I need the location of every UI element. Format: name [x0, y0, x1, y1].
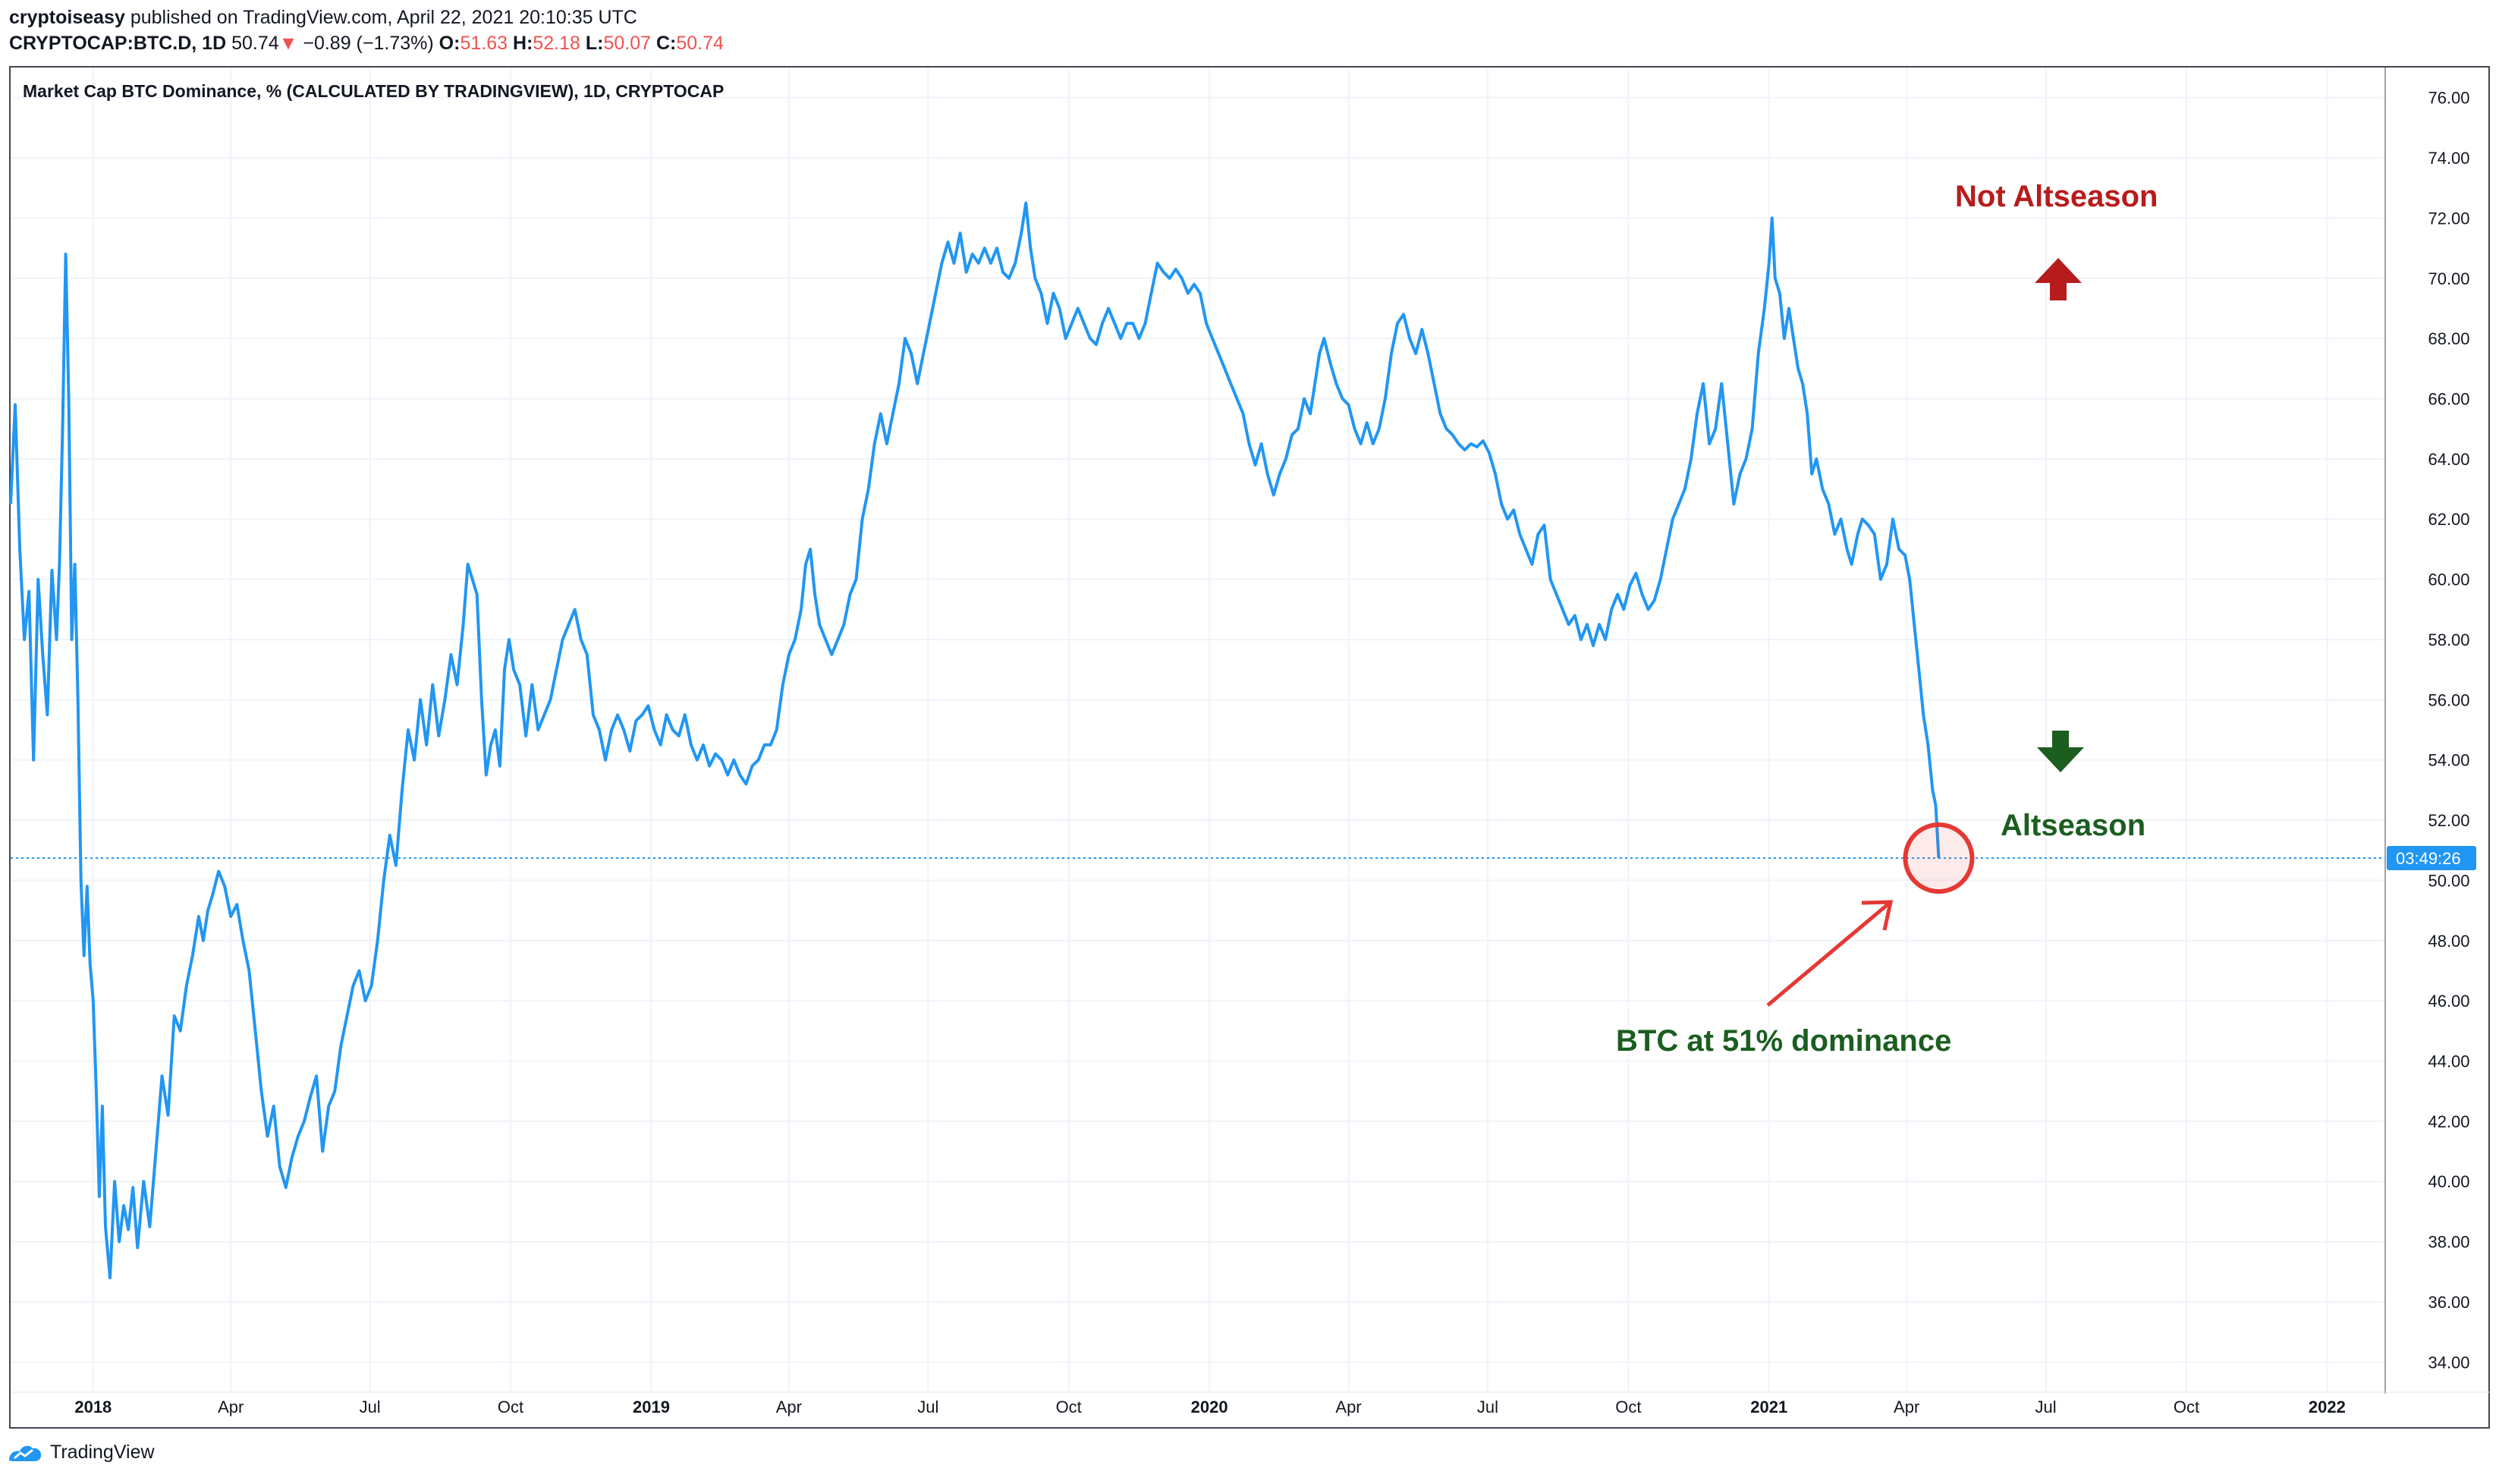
tradingview-brand-text: TradingView: [50, 1442, 155, 1463]
open-label: O:: [439, 33, 461, 54]
chart-frame: [9, 66, 2490, 1429]
x-tick-label: 2019: [633, 1398, 670, 1416]
symbol-line: CRYPTOCAP:BTC.D, 1D 50.74▼ −0.89 (−1.73%…: [9, 30, 724, 56]
footer-brand[interactable]: TradingView: [8, 1442, 155, 1464]
y-tick-label: 60.00: [2428, 571, 2469, 590]
pointer-arrow-icon: [1766, 900, 1894, 1007]
y-tick-label: 62.00: [2428, 510, 2469, 529]
not-altseason-label: Not Altseason: [1955, 180, 2158, 213]
y-tick-label: 58.00: [2428, 630, 2469, 649]
x-tick-label: Jul: [360, 1398, 381, 1416]
change-arrow-icon: ▼: [278, 33, 298, 54]
y-tick-label: 54.00: [2428, 751, 2469, 770]
symbol-name: CRYPTOCAP:BTC.D, 1D: [9, 33, 227, 54]
down-arrow-icon: [2037, 731, 2084, 772]
grid-lines: [11, 68, 2385, 1392]
y-tick-label: 46.00: [2428, 992, 2469, 1011]
x-tick-label: Apr: [1335, 1398, 1361, 1416]
highlight-circle: [1903, 822, 1975, 894]
y-tick-label: 44.00: [2428, 1052, 2469, 1071]
x-tick-label: 2018: [74, 1398, 112, 1416]
y-tick-label: 66.00: [2428, 390, 2469, 409]
y-tick-label: 72.00: [2428, 209, 2469, 228]
x-tick-label: Jul: [1477, 1398, 1498, 1416]
open-value: 51.63: [460, 33, 508, 54]
y-tick-label: 50.00: [2428, 871, 2469, 890]
close-value: 50.74: [676, 33, 724, 54]
x-tick-label: Oct: [1056, 1398, 1082, 1416]
x-tick-label: 2020: [1191, 1398, 1228, 1416]
y-tick-label: 76.00: [2428, 89, 2469, 108]
altseason-label: Altseason: [2001, 809, 2145, 842]
current-price-tag: 03:49:26: [2387, 846, 2476, 871]
price-tag-background: [2387, 846, 2476, 871]
last-price: 50.74: [231, 33, 279, 54]
x-tick-label: Jul: [917, 1398, 938, 1416]
price-change: −0.89 (−1.73%): [303, 33, 434, 54]
btc-dominance-label: BTC at 51% dominance: [1616, 1024, 1951, 1058]
y-tick-label: 52.00: [2428, 811, 2469, 830]
x-tick-label: Oct: [498, 1398, 523, 1416]
y-axis: 76.00 74.00 72.00 70.00 68.00 66.00 64.00 62.00…: [2384, 66, 2470, 1394]
price-tag-label: 03:49:26: [2396, 849, 2461, 868]
y-tick-label: 40.00: [2428, 1172, 2469, 1191]
y-tick-label: 68.00: [2428, 329, 2469, 348]
low-value: 50.07: [603, 33, 652, 54]
chart-header: cryptoiseasy published on TradingView.co…: [9, 5, 724, 56]
y-tick-label: 48.00: [2428, 932, 2469, 951]
published-text: published on TradingView.com, April 22, …: [130, 7, 637, 28]
y-tick-label: 36.00: [2428, 1293, 2469, 1312]
dominance-series-line: [9, 201, 1941, 1280]
up-arrow-icon: [2035, 258, 2082, 300]
y-tick-label: 70.00: [2428, 269, 2469, 288]
y-tick-label: 56.00: [2428, 690, 2469, 709]
chart-title: Market Cap BTC Dominance, % (CALCULATED …: [23, 81, 724, 101]
x-tick-label: Oct: [1615, 1398, 1641, 1416]
x-tick-label: Apr: [218, 1398, 244, 1416]
x-axis: 2018 Apr Jul Oct 2019 Apr Jul Oct 2020 Apr Jul Oct 2…: [11, 1391, 2490, 1416]
y-tick-label: 74.00: [2428, 149, 2469, 168]
y-tick-label: 64.00: [2428, 450, 2469, 469]
x-tick-label: Apr: [776, 1398, 802, 1416]
x-tick-label: Apr: [1894, 1398, 1919, 1416]
x-tick-label: 2021: [1750, 1398, 1787, 1416]
y-tick-label: 34.00: [2428, 1353, 2469, 1372]
x-tick-label: 2022: [2309, 1398, 2346, 1416]
close-label: C:: [655, 33, 677, 54]
high-label: H:: [512, 33, 533, 54]
tradingview-logo-icon: [9, 1445, 42, 1461]
x-tick-label: Jul: [2035, 1398, 2057, 1416]
publisher-name[interactable]: cryptoiseasy: [9, 7, 125, 28]
y-tick-label: 38.00: [2428, 1233, 2469, 1252]
y-tick-label: 42.00: [2428, 1112, 2469, 1131]
high-value: 52.18: [533, 33, 580, 54]
low-label: L:: [585, 33, 604, 54]
x-tick-label: Oct: [2174, 1398, 2199, 1416]
publish-line: cryptoiseasy published on TradingView.co…: [9, 5, 724, 30]
